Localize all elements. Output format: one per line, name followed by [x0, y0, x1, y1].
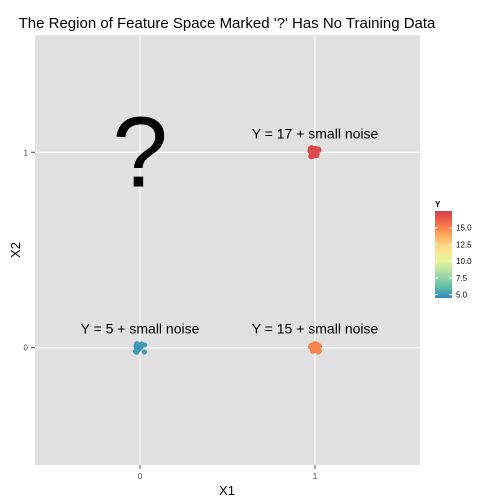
data-point — [315, 146, 321, 152]
data-point — [141, 349, 147, 355]
legend-tick-label: 15.0 — [456, 224, 472, 233]
y-axis-title: X2 — [8, 242, 23, 258]
plot-background — [35, 35, 420, 465]
data-point — [133, 348, 139, 355]
x-axis-title: X1 — [219, 483, 235, 498]
legend-tick-label: 10.0 — [456, 257, 472, 266]
no-data-question-mark: ? — [112, 96, 168, 208]
legend-tick-label: 5.0 — [456, 291, 468, 300]
legend-title: Y — [435, 200, 441, 209]
y-tick-label: 0 — [24, 344, 29, 353]
cluster-label: Y = 17 + small noise — [252, 125, 379, 141]
data-point — [309, 145, 315, 151]
legend-tick-label: 7.5 — [456, 274, 468, 283]
cluster-label: Y = 15 + small noise — [252, 321, 379, 337]
chart-title: The Region of Feature Space Marked '?' H… — [19, 15, 436, 32]
gridlines — [35, 35, 420, 465]
legend-colorbar — [435, 211, 452, 298]
data-point — [314, 347, 320, 353]
x-tick-label: 0 — [138, 472, 143, 481]
annotations: Y = 5 + small noise Y = 15 + small noise Y… — [81, 96, 379, 336]
axis-ticks: 0 1 0 1 — [24, 148, 318, 481]
y-tick-label: 1 — [24, 148, 29, 157]
x-tick-label: 1 — [313, 472, 318, 481]
legend-tick-label: 12.5 — [456, 240, 472, 249]
data-points — [133, 145, 323, 355]
data-point — [309, 344, 315, 350]
data-point — [135, 343, 142, 349]
plot-panel — [35, 35, 420, 465]
cluster-label: Y = 5 + small noise — [81, 321, 200, 337]
color-legend: Y 5.0 7.5 10.0 12.5 15.0 — [435, 200, 472, 300]
